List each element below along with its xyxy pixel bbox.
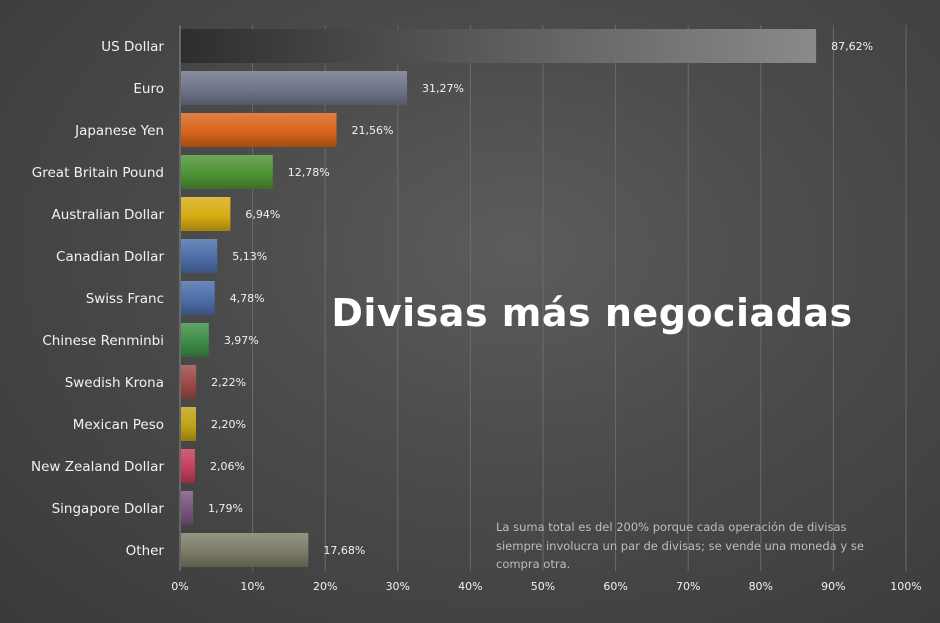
data-label: 4,78% [230,292,265,305]
category-label: Australian Dollar [51,207,164,223]
bar [181,155,273,189]
bars [181,29,817,567]
bar [181,71,408,105]
bar [181,323,209,357]
bar [181,197,231,231]
data-label: 6,94% [245,208,280,221]
bar [181,365,197,399]
data-label: 17,68% [323,544,365,557]
x-tick-label: 70% [676,580,700,593]
category-label: New Zealand Dollar [31,459,164,475]
x-tick-label: 40% [458,580,482,593]
category-label: Canadian Dollar [56,249,164,265]
category-label: Swiss Franc [86,291,164,307]
chart-title: Divisas más negociadas [331,291,852,335]
x-tick-label: 50% [531,580,555,593]
data-label: 1,79% [208,502,243,515]
data-label: 21,56% [352,124,394,137]
category-label: Swedish Krona [65,375,164,391]
data-label: 3,97% [224,334,259,347]
category-label: Mexican Peso [73,417,164,433]
bar [181,449,195,483]
category-label: Other [126,543,165,559]
x-tick-label: 100% [890,580,921,593]
category-label: Great Britain Pound [32,165,164,181]
data-label: 5,13% [232,250,267,263]
category-label: Singapore Dollar [52,501,165,517]
category-label: Euro [133,81,164,97]
category-label: US Dollar [101,39,164,55]
x-tick-label: 90% [821,580,845,593]
data-label: 31,27% [422,82,464,95]
x-tick-label: 10% [240,580,264,593]
bar [181,239,218,273]
data-label: 87,62% [831,40,873,53]
x-tick-label: 0% [171,580,188,593]
data-label: 2,22% [211,376,246,389]
bar [181,113,337,147]
footnote-line-1: La suma total es del 200% porque cada op… [496,520,847,534]
bar [181,29,817,63]
data-label: 12,78% [288,166,330,179]
x-tick-label: 60% [603,580,627,593]
category-label: Chinese Renminbi [42,333,164,349]
category-label: Japanese Yen [74,123,164,139]
x-tick-label: 20% [313,580,337,593]
labels: 0% 10% 20% 30% 40% 50% 60% 70% 80% 90% 100% US Doll… [31,39,922,593]
bar [181,407,196,441]
data-label: 2,20% [211,418,246,431]
footnote-line-2: siempre involucra un par de divisas; se … [496,539,864,553]
bar [181,281,215,315]
data-label: 2,06% [210,460,245,473]
x-tick-label: 30% [386,580,410,593]
footnote-line-3: compra otra. [496,557,570,571]
bar [181,533,309,567]
x-tick-label: 80% [749,580,773,593]
bar [181,491,193,525]
